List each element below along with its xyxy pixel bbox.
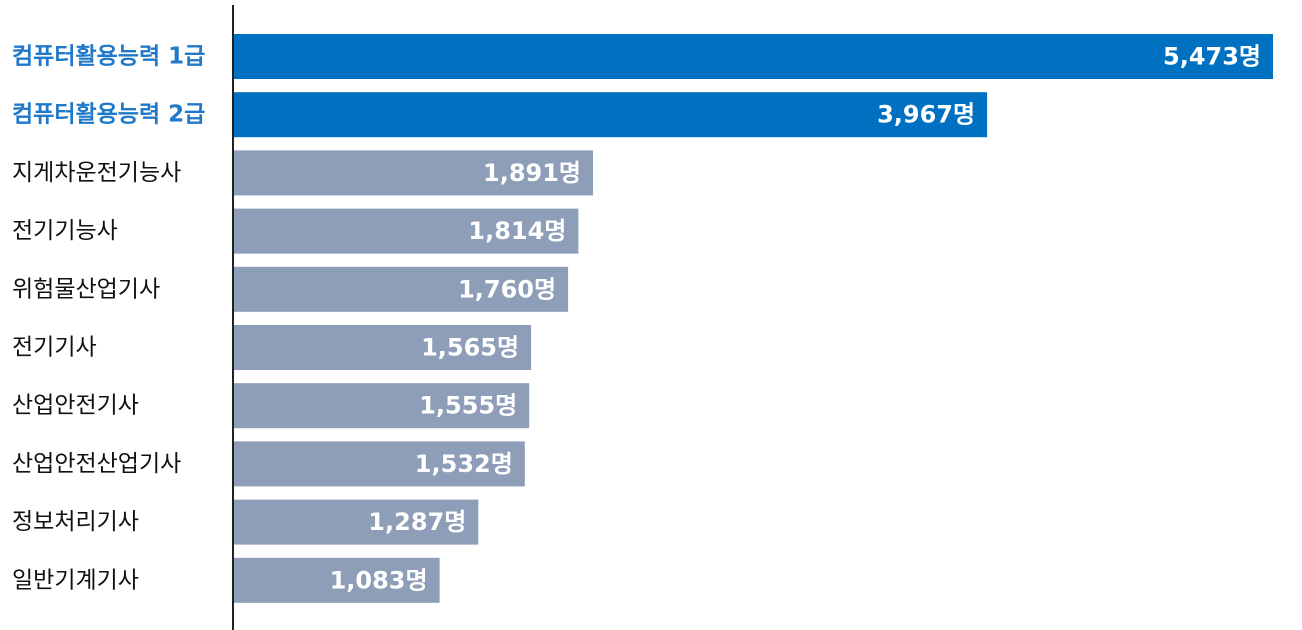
category-label: 지게차운전기능사 — [12, 160, 181, 186]
bar-2 — [234, 92, 988, 138]
bar-5 — [234, 266, 569, 312]
bar-value-label: 1,532명 — [415, 450, 513, 478]
bar-3 — [234, 150, 593, 196]
bar-value-label: 3,967명 — [877, 101, 975, 129]
bar-value-label: 1,287명 — [368, 508, 466, 536]
bar-9 — [234, 499, 479, 545]
bar-value-label: 1,083명 — [330, 566, 428, 594]
category-label: 위험물산업기사 — [12, 276, 160, 302]
category-label: 정보처리기사 — [12, 509, 139, 535]
bar-value-label: 1,555명 — [419, 392, 517, 420]
category-label: 일반기계기사 — [12, 567, 139, 593]
bar-value-label: 1,565명 — [421, 334, 519, 362]
bar-1 — [234, 34, 1273, 79]
category-label: 산업안전산업기사 — [12, 451, 181, 477]
bar-10 — [234, 557, 440, 603]
category-label: 산업안전기사 — [12, 393, 139, 419]
bar-4 — [234, 208, 579, 254]
bar-value-label: 1,814명 — [468, 217, 566, 245]
category-label: 컴퓨터활용능력 1급 — [12, 44, 205, 70]
bar-value-label: 5,473명 — [1163, 43, 1261, 71]
bar-8 — [234, 441, 525, 487]
bar-value-label: 1,760명 — [458, 275, 556, 303]
bar-7 — [234, 383, 530, 429]
category-label: 전기기능사 — [12, 218, 118, 244]
bar-6 — [234, 325, 532, 370]
bar-value-label: 1,891명 — [483, 159, 581, 187]
category-label: 컴퓨터활용능력 2급 — [12, 102, 205, 128]
bars-layer: 5,473명 3,967명 1,891명 1,814명 1,760명 1,565명 1,55… — [234, 34, 1273, 603]
category-label: 전기기사 — [12, 335, 97, 361]
